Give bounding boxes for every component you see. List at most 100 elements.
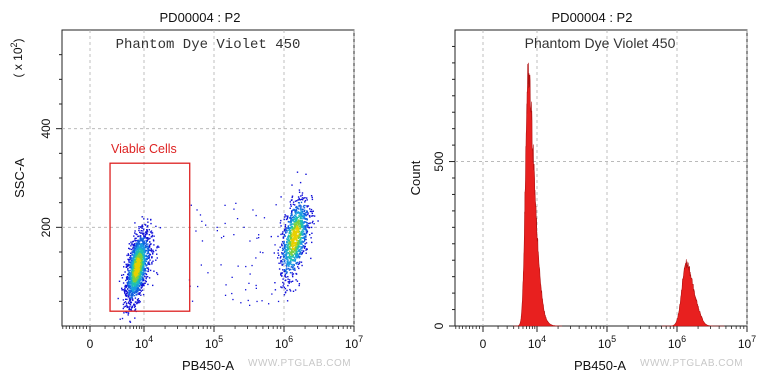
event-dot xyxy=(292,266,295,268)
event-dot xyxy=(137,270,139,273)
event-dot xyxy=(137,263,140,265)
event-dot xyxy=(130,266,132,268)
event-dot xyxy=(149,237,151,240)
event-dot xyxy=(293,269,295,271)
event-dot xyxy=(305,233,307,235)
event-dot xyxy=(301,253,303,255)
event-dot xyxy=(284,262,286,264)
event-dot xyxy=(145,243,148,246)
event-dot xyxy=(134,281,136,284)
event-dot xyxy=(146,218,149,220)
event-dot xyxy=(131,281,133,284)
event-dot xyxy=(145,270,147,272)
event-dot xyxy=(294,222,296,224)
x-tick-exponent: 5 xyxy=(218,334,223,344)
event-dot xyxy=(132,258,134,260)
event-dot xyxy=(299,208,302,211)
viable-cells-gate[interactable] xyxy=(109,162,191,312)
x-tick-label: 104 xyxy=(135,334,153,351)
x-tick-label: 106 xyxy=(668,334,686,351)
event-dot xyxy=(278,254,280,256)
event-dot xyxy=(299,241,301,243)
event-dot xyxy=(299,233,301,236)
event-dot xyxy=(126,288,129,290)
event-dot xyxy=(293,248,295,250)
event-dot xyxy=(135,289,137,292)
event-dot xyxy=(293,216,295,218)
event-dot xyxy=(132,293,134,295)
event-dot xyxy=(284,234,286,237)
event-dot xyxy=(152,284,154,287)
event-dot xyxy=(290,268,292,271)
event-dot xyxy=(152,249,154,251)
event-dot xyxy=(290,231,292,233)
event-dot xyxy=(138,243,141,245)
event-dot xyxy=(139,274,142,276)
event-dot xyxy=(302,250,304,253)
event-dot xyxy=(301,247,304,249)
event-dot xyxy=(304,235,306,238)
event-dot xyxy=(138,282,140,285)
event-dot xyxy=(300,261,303,263)
event-dot xyxy=(127,284,129,286)
event-dot xyxy=(290,255,292,258)
event-dot xyxy=(127,314,129,316)
event-dot xyxy=(139,240,141,243)
event-dot xyxy=(129,292,132,294)
event-dot xyxy=(279,257,282,259)
event-dot xyxy=(131,269,133,271)
event-dot xyxy=(231,276,233,278)
event-dot xyxy=(304,225,306,227)
event-dot xyxy=(136,252,138,254)
event-dot xyxy=(296,243,298,245)
event-dot xyxy=(134,301,137,303)
event-dot xyxy=(141,270,143,273)
event-dot xyxy=(301,226,303,228)
event-dot xyxy=(289,227,291,229)
event-dot xyxy=(301,192,304,194)
event-dot xyxy=(256,300,258,303)
event-dot xyxy=(284,253,287,255)
event-dot xyxy=(132,280,135,283)
histogram-peak-1 xyxy=(513,62,563,327)
event-dot xyxy=(291,199,293,201)
event-dot xyxy=(144,275,146,278)
event-dot xyxy=(288,281,291,283)
event-dot xyxy=(127,283,129,285)
event-dot xyxy=(291,233,294,235)
event-dot xyxy=(295,228,297,230)
event-dot xyxy=(280,286,282,288)
event-dot xyxy=(130,243,133,245)
event-dot xyxy=(130,291,132,293)
event-dot xyxy=(138,253,140,255)
event-dot xyxy=(284,273,286,275)
event-dot xyxy=(134,263,136,265)
event-dot xyxy=(127,285,130,288)
event-dot xyxy=(286,261,288,263)
event-dot xyxy=(287,268,289,270)
event-dot xyxy=(140,258,142,260)
event-dot xyxy=(302,230,304,232)
event-dot xyxy=(258,234,260,236)
event-dot xyxy=(129,272,132,275)
event-dot xyxy=(283,255,286,258)
event-dot xyxy=(131,295,134,297)
dot-plot-frame xyxy=(61,29,355,327)
event-dot xyxy=(145,277,147,280)
event-dot xyxy=(134,269,137,272)
event-dot xyxy=(292,243,294,246)
event-dot xyxy=(128,271,131,274)
event-dot xyxy=(311,212,313,215)
event-dot xyxy=(143,263,145,265)
event-dot xyxy=(293,249,295,251)
event-dot xyxy=(133,275,135,277)
event-dot xyxy=(197,285,199,288)
event-dot xyxy=(295,262,297,264)
event-dot xyxy=(306,205,308,207)
event-dot xyxy=(152,251,155,253)
event-dot xyxy=(122,303,125,306)
event-dot xyxy=(132,240,135,242)
event-dot xyxy=(139,261,141,263)
event-dot xyxy=(249,273,251,275)
event-dot xyxy=(137,255,140,257)
